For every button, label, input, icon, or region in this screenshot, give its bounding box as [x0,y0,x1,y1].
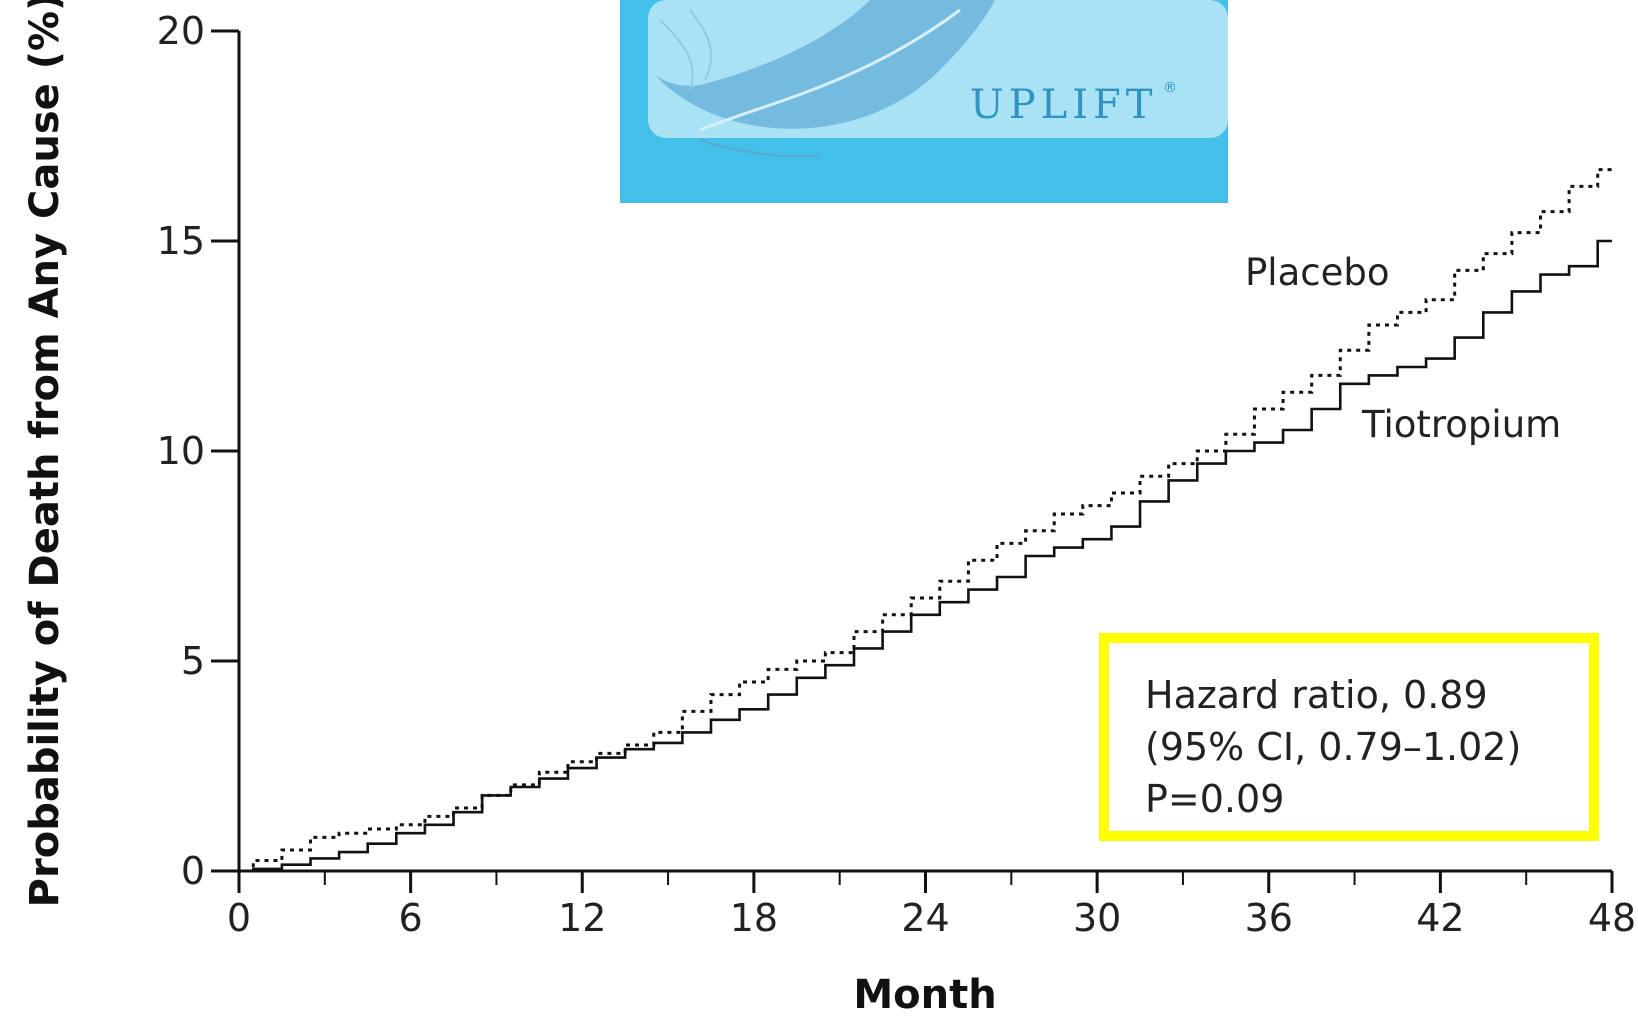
stats-box: Hazard ratio, 0.89 (95% CI, 0.79–1.02) P… [1099,633,1599,841]
series-layer [239,168,1612,873]
x-tick-label: 36 [1245,896,1293,940]
x-tick-label: 24 [901,896,949,940]
x-tick-label: 18 [730,896,778,940]
y-tick-label: 15 [157,219,205,263]
uplift-logo: UPLIFT ® [620,0,1228,203]
stats-box-border [1099,633,1599,841]
x-axis-title: Month [853,972,996,1015]
logo-registered-mark: ® [1163,80,1177,96]
feather-icon [655,0,995,158]
x-tick-label: 30 [1073,896,1121,940]
x-tick-label: 48 [1588,896,1636,940]
logo-text: UPLIFT [970,82,1157,128]
series-line-tiotropium [239,239,1612,873]
tiotropium-label: Tiotropium [1361,403,1561,446]
y-tick-label: 5 [181,639,205,683]
x-tick-label: 6 [399,896,423,940]
y-tick-label: 0 [181,849,205,893]
placebo-label: Placebo [1245,251,1390,294]
x-tick-label: 42 [1416,896,1464,940]
x-axis-ticks: 0 6 12 18 24 30 36 42 48 [227,871,1636,940]
y-tick-label: 20 [157,9,205,53]
x-tick-label: 0 [227,896,251,940]
stats-line-1: Hazard ratio, 0.89 [1145,673,1488,717]
stats-line-3: P=0.09 [1145,777,1284,821]
x-tick-label: 12 [558,896,606,940]
series-line-placebo [239,168,1612,873]
y-axis-ticks: 0 5 10 15 20 [157,9,239,893]
y-tick-label: 10 [157,429,205,473]
y-axis-title: Probability of Death from Any Cause (%) [22,0,68,907]
stats-line-2: (95% CI, 0.79–1.02) [1145,725,1521,769]
